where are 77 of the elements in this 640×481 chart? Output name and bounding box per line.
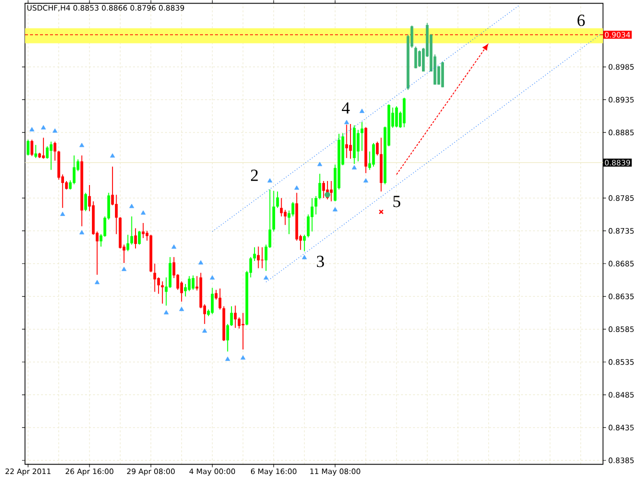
point bbox=[317, 162, 322, 166]
point bbox=[240, 355, 246, 360]
candlestick bbox=[157, 276, 160, 294]
point bbox=[267, 178, 272, 182]
candlestick bbox=[30, 139, 34, 156]
candlestick bbox=[356, 129, 360, 162]
candlestick bbox=[192, 274, 194, 290]
point bbox=[225, 356, 230, 361]
point bbox=[52, 128, 58, 133]
candlestick bbox=[84, 192, 88, 212]
point bbox=[378, 209, 384, 214]
point bbox=[363, 178, 368, 182]
point bbox=[94, 280, 100, 284]
candlestick bbox=[349, 123, 352, 160]
candlestick bbox=[253, 246, 256, 262]
point bbox=[40, 124, 46, 130]
candlestick bbox=[372, 142, 375, 167]
candlestick bbox=[303, 234, 306, 252]
candlestick bbox=[42, 137, 45, 160]
candlestick bbox=[292, 201, 294, 217]
point bbox=[140, 210, 146, 214]
point bbox=[332, 206, 338, 212]
candlestick bbox=[395, 106, 398, 128]
candlestick bbox=[46, 146, 49, 160]
candlestick bbox=[276, 190, 279, 208]
candlestick bbox=[130, 216, 134, 245]
point bbox=[202, 328, 208, 333]
candlestick bbox=[72, 154, 76, 185]
point bbox=[360, 108, 364, 113]
point bbox=[79, 230, 84, 234]
candlestick bbox=[360, 121, 364, 152]
candlestick bbox=[138, 230, 141, 245]
point bbox=[129, 204, 134, 208]
annotation: 6 bbox=[578, 14, 585, 26]
candlestick bbox=[318, 173, 322, 200]
candlestick bbox=[314, 196, 318, 215]
point bbox=[210, 275, 215, 280]
candlestick bbox=[226, 323, 230, 352]
point bbox=[324, 192, 330, 198]
candlestick bbox=[188, 276, 191, 292]
candlestick bbox=[260, 246, 264, 269]
point bbox=[179, 306, 184, 311]
annotation: 4 bbox=[342, 102, 350, 114]
point bbox=[122, 266, 126, 271]
point bbox=[294, 185, 300, 190]
candlestick bbox=[230, 306, 233, 326]
candlestick bbox=[242, 312, 244, 350]
annotation: 2 bbox=[250, 170, 258, 181]
candlestick bbox=[256, 246, 260, 269]
candlestick bbox=[50, 141, 52, 170]
candlestick bbox=[134, 228, 137, 249]
candlestick bbox=[272, 190, 276, 232]
candlestick bbox=[218, 288, 222, 310]
candlestick bbox=[210, 287, 214, 314]
point bbox=[264, 275, 268, 280]
point bbox=[79, 142, 84, 147]
point bbox=[198, 260, 204, 264]
point bbox=[29, 126, 34, 132]
point bbox=[302, 254, 307, 260]
candlestick bbox=[418, 50, 421, 68]
candlestick bbox=[54, 141, 56, 161]
candlestick bbox=[153, 263, 156, 292]
annotation: 3 bbox=[316, 256, 324, 268]
point bbox=[60, 212, 66, 216]
point bbox=[344, 120, 350, 124]
candlestick bbox=[26, 139, 30, 156]
candlestick bbox=[238, 316, 241, 329]
candlestick bbox=[345, 124, 348, 158]
candlestick bbox=[322, 180, 325, 198]
annotation: 5 bbox=[393, 196, 400, 208]
point bbox=[110, 153, 115, 158]
point bbox=[164, 310, 169, 314]
candlestick bbox=[330, 180, 333, 202]
candlestick bbox=[310, 197, 314, 232]
candlestick bbox=[280, 197, 283, 217]
point bbox=[352, 164, 357, 170]
point bbox=[171, 244, 176, 249]
